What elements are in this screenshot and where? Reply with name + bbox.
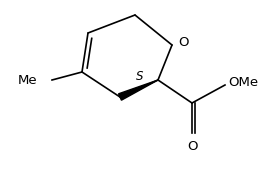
Text: O: O — [187, 140, 197, 153]
Text: S: S — [136, 69, 143, 83]
Polygon shape — [119, 80, 158, 100]
Text: O: O — [178, 37, 188, 50]
Text: Me: Me — [18, 74, 38, 86]
Text: OMe: OMe — [228, 76, 258, 88]
